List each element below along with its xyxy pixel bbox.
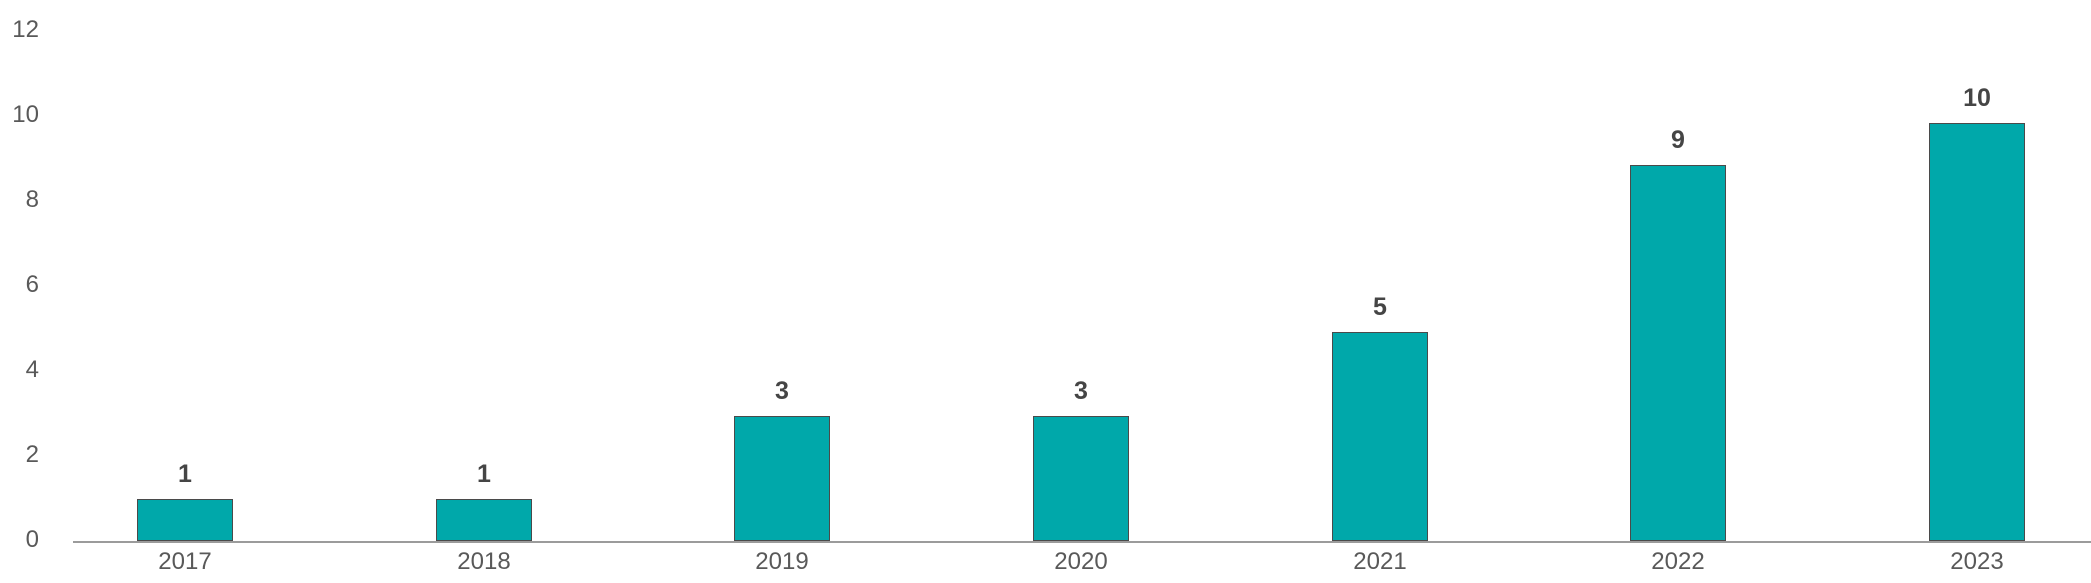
y-axis-tick-label: 2 (25, 441, 39, 468)
bar-group-2017: 1 (137, 81, 233, 541)
bar-data-label: 9 (1671, 126, 1685, 154)
bar (1033, 416, 1129, 541)
bar-data-label: 1 (178, 460, 192, 488)
bar-group-2020: 3 (1033, 81, 1129, 541)
x-axis-label-2019: 2019 (755, 548, 809, 575)
bar-data-label: 3 (1074, 377, 1088, 405)
bar-group-2018: 1 (436, 81, 532, 541)
y-axis-tick-label: 0 (25, 526, 39, 553)
bar-group-2019: 3 (734, 81, 830, 541)
x-axis-label-2018: 2018 (457, 548, 511, 575)
bar-data-label: 10 (1963, 84, 1991, 112)
bar (436, 499, 532, 541)
bar (1630, 165, 1726, 541)
y-axis-tick-label: 12 (12, 16, 39, 43)
x-axis-label-2023: 2023 (1950, 548, 2004, 575)
bar (1332, 332, 1428, 541)
bar (137, 499, 233, 541)
bar-group-2021: 5 (1332, 81, 1428, 541)
bar-data-label: 1 (477, 460, 491, 488)
bar (1929, 123, 2025, 541)
y-axis-tick-label: 6 (25, 271, 39, 298)
y-axis-tick-label: 8 (25, 186, 39, 213)
bar-data-label: 3 (775, 377, 789, 405)
x-axis-line (73, 541, 2091, 543)
x-axis-label-2017: 2017 (158, 548, 212, 575)
bar-data-label: 5 (1373, 293, 1387, 321)
x-axis-label-2020: 2020 (1054, 548, 1108, 575)
bar-group-2023: 10 (1929, 81, 2025, 541)
bar (734, 416, 830, 541)
y-axis-tick-label: 4 (25, 356, 39, 383)
bar-group-2022: 9 (1630, 81, 1726, 541)
y-axis-tick-label: 10 (12, 101, 39, 128)
x-axis-label-2021: 2021 (1353, 548, 1407, 575)
x-axis-label-2022: 2022 (1651, 548, 1705, 575)
